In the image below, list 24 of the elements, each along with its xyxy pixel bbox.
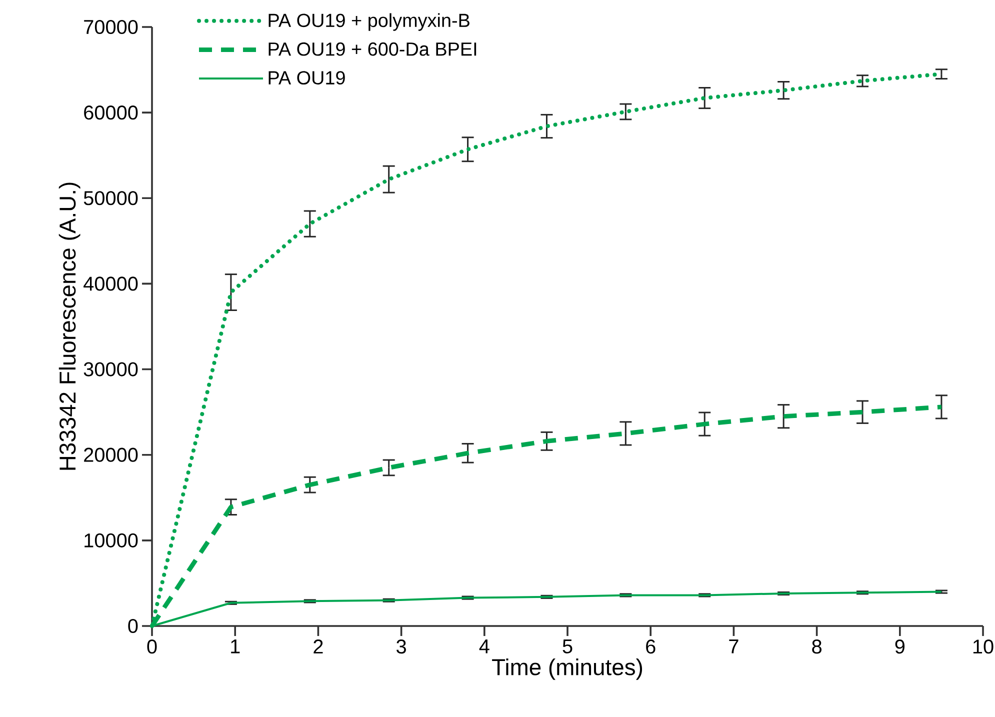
y-tick-label: 70000 [84,20,138,34]
x-tick-label: 10 [973,640,994,654]
x-tick-label: 5 [562,640,572,654]
legend-label: PA OU19 + polymyxin-B [268,13,470,31]
y-tick-label: 10000 [84,533,138,548]
y-tick-label: 50000 [84,191,138,206]
y-tick-label: 0 [128,618,138,634]
legend-label: PA OU19 + 600-Da BPEI [268,42,476,56]
x-tick-label: 8 [812,640,822,654]
y-tick-label: 60000 [84,106,138,120]
y-tick-label: 20000 [84,448,138,462]
x-axis-title: Time (minutes) [492,658,642,680]
x-tick-label: 7 [729,640,738,654]
x-tick-label: 1 [231,640,240,654]
x-tick-label: 2 [314,640,323,654]
x-tick-label: 6 [646,640,656,654]
x-tick-label: 4 [479,640,490,654]
y-tick-label: 30000 [84,362,138,376]
x-tick-label: 9 [895,640,905,654]
x-tick-label: 3 [396,640,406,654]
y-tick-label: 40000 [84,276,138,291]
y-axis-title: H33342 Fluorescence (A.U.) [58,182,80,470]
x-tick-label: 0 [147,640,157,654]
legend-label: PA OU19 [268,71,345,85]
